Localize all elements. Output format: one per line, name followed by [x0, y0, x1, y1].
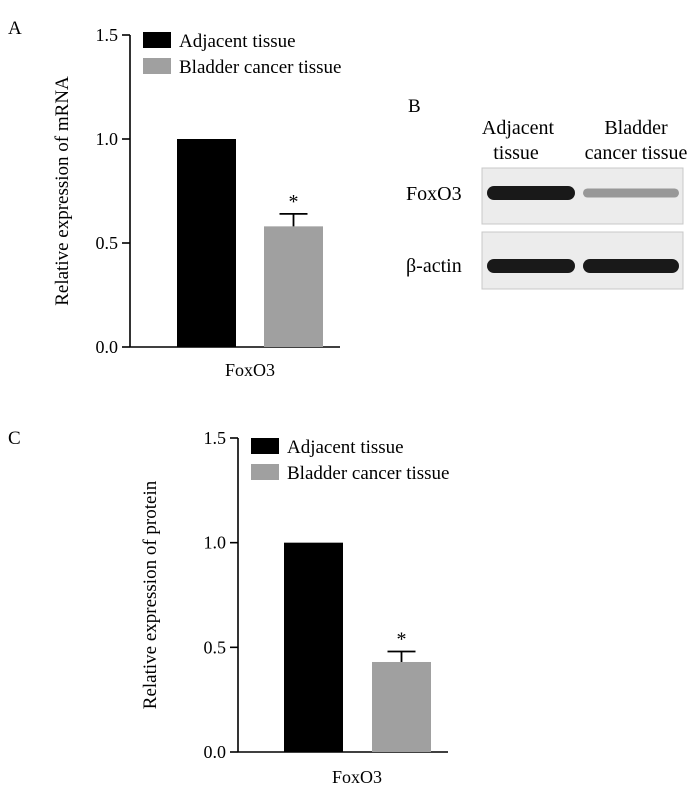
row-label-foxo3: FoxO3 [406, 183, 462, 205]
y-tick-label: 1.0 [204, 533, 227, 553]
x-axis-label: FoxO3 [332, 767, 382, 787]
lane-label-cancer-line2: cancer tissue [585, 142, 688, 164]
band-foxo3-cancer [583, 188, 679, 198]
y-tick-label: 0.0 [96, 337, 119, 357]
lane-label-adjacent-line2: tissue [493, 142, 539, 164]
panel-label-a: A [8, 18, 22, 39]
bar-adjacent [177, 139, 236, 347]
band-beta-actin-adjacent [487, 259, 575, 273]
legend-swatch [143, 32, 171, 48]
western-blot: Adjacent tissue Bladder cancer tissue Fo… [406, 117, 688, 290]
legend-label: Bladder cancer tissue [179, 57, 341, 78]
panel-label-b: B [408, 96, 421, 117]
band-beta-actin-cancer [583, 259, 679, 273]
row-label-beta-actin: β-actin [406, 255, 462, 277]
y-ticks: 0.0 0.5 1.0 1.5 [96, 25, 130, 357]
band-foxo3-adjacent [487, 186, 575, 200]
bar-adjacent [284, 542, 343, 752]
bands [487, 186, 679, 273]
lane-label-adjacent-line1: Adjacent [482, 117, 555, 139]
legend-label: Bladder cancer tissue [287, 463, 449, 484]
legend-label: Adjacent tissue [287, 437, 404, 458]
y-tick-label: 1.5 [204, 428, 227, 448]
x-axis-label: FoxO3 [225, 360, 275, 380]
y-axis-label: Relative expression of mRNA [52, 76, 73, 306]
bars: * [177, 139, 323, 347]
legend-swatch [251, 438, 279, 454]
legend-label: Adjacent tissue [179, 31, 296, 52]
y-tick-label: 0.5 [204, 637, 227, 657]
y-tick-label: 1.0 [96, 129, 119, 149]
panel-label-c: C [8, 428, 21, 449]
bar-cancer [264, 226, 323, 347]
legend: Adjacent tissue Bladder cancer tissue [143, 31, 341, 78]
y-tick-label: 0.0 [204, 742, 227, 762]
significance-mark: * [397, 629, 407, 651]
chart-protein: 0.0 0.5 1.0 1.5 * Adjacent tissue Bladder ca… [140, 428, 449, 787]
bar-cancer [372, 661, 431, 752]
legend-swatch [143, 58, 171, 74]
chart-mrna: 0.0 0.5 1.0 1.5 * Adjacent tissue Bladder ca… [52, 25, 341, 380]
y-tick-label: 0.5 [96, 233, 119, 253]
lane-label-cancer-line1: Bladder [604, 117, 668, 139]
y-tick-label: 1.5 [96, 25, 119, 45]
legend-swatch [251, 464, 279, 480]
y-axis-label: Relative expression of protein [140, 480, 161, 709]
y-ticks: 0.0 0.5 1.0 1.5 [204, 428, 238, 762]
bars: * [284, 542, 431, 752]
significance-mark: * [289, 191, 299, 213]
legend: Adjacent tissue Bladder cancer tissue [251, 437, 449, 484]
